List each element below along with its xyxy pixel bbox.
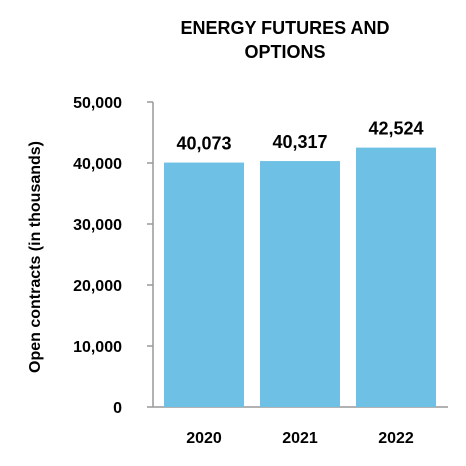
- y-tick-label: 10,000: [73, 339, 122, 356]
- bar-2021: [260, 161, 340, 407]
- y-tick-label: 20,000: [73, 278, 122, 295]
- x-tick-label-2022: 2022: [378, 430, 414, 447]
- x-tick-label-2020: 2020: [186, 430, 222, 447]
- y-tick-label: 0: [113, 400, 122, 417]
- y-tick-label: 40,000: [73, 156, 122, 173]
- data-label-2020: 40,073: [176, 134, 231, 154]
- y-tick-label: 50,000: [73, 95, 122, 112]
- data-labels: 40,073 40,317 42,524: [176, 119, 423, 154]
- chart-title-line-1: ENERGY FUTURES AND: [180, 18, 390, 38]
- chart-title: ENERGY FUTURES AND OPTIONS: [100, 16, 466, 64]
- bar-2022: [356, 147, 436, 407]
- x-tick-label-2021: 2021: [282, 430, 318, 447]
- y-axis-label: Open contracts (in thousands): [27, 141, 44, 373]
- bars: [164, 147, 436, 407]
- bar-2020: [164, 162, 244, 407]
- y-tick-label: 30,000: [73, 217, 122, 234]
- chart-title-line-2: OPTIONS: [244, 42, 326, 62]
- data-label-2021: 40,317: [272, 132, 327, 152]
- x-axis-ticks: 2020 2021 2022: [186, 430, 414, 447]
- y-axis-ticks: 0 10,000 20,000 30,000 40,000 50,000: [73, 95, 153, 417]
- data-label-2022: 42,524: [368, 119, 423, 139]
